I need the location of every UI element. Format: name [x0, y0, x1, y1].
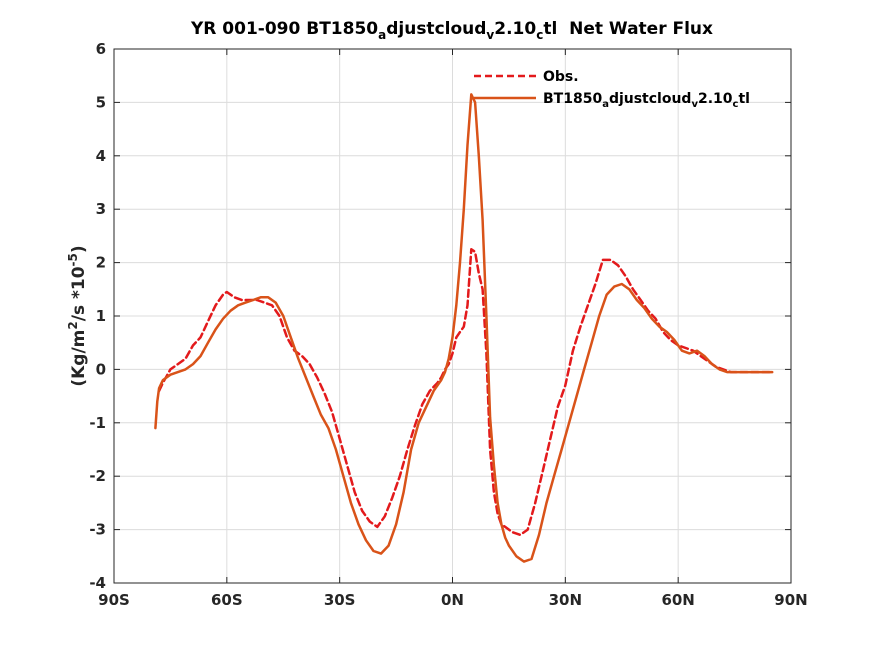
y-tick-label: 6: [96, 40, 106, 58]
legend-label-obs: Obs.: [543, 69, 579, 85]
y-tick-label: -4: [89, 574, 106, 592]
x-tick-label: 90N: [774, 591, 807, 609]
x-tick-label: 60S: [211, 591, 243, 609]
y-tick-labels: -4 -3 -2 -1 0 1 2 3 4 5 6: [89, 40, 106, 592]
y-tick-label: 3: [96, 200, 106, 218]
legend: Obs. BT1850adjustcloudv2.10ctl: [474, 69, 750, 110]
legend-label-model: BT1850adjustcloudv2.10ctl: [543, 91, 750, 110]
y-tick-label: 2: [96, 254, 106, 272]
y-tick-label: 5: [96, 93, 106, 111]
y-tick-label: -3: [89, 521, 106, 539]
series-line-obs: [157, 248, 774, 537]
y-tick-label: 1: [96, 307, 106, 325]
series-line-model: [154, 93, 774, 563]
x-tick-label: 90S: [98, 591, 130, 609]
x-tick-label: 60N: [661, 591, 694, 609]
x-tick-label: 30S: [324, 591, 356, 609]
y-tick-label: -1: [89, 414, 106, 432]
axis-ticks: [113, 48, 792, 584]
y-axis-label: (Kg/m2/s *10-5): [66, 245, 89, 386]
x-tick-label: 0N: [441, 591, 464, 609]
x-tick-label: 30N: [549, 591, 582, 609]
y-tick-label: -2: [89, 467, 106, 485]
series-lines: [154, 93, 774, 563]
chart-title: YR 001-090 BT1850adjustcloudv2.10ctl Net…: [190, 19, 713, 42]
y-tick-label: 0: [96, 360, 106, 378]
gridlines: [113, 48, 792, 584]
y-tick-label: 4: [96, 147, 106, 165]
x-tick-labels: 90S 60S 30S 0N 30N 60N 90N: [98, 591, 808, 609]
